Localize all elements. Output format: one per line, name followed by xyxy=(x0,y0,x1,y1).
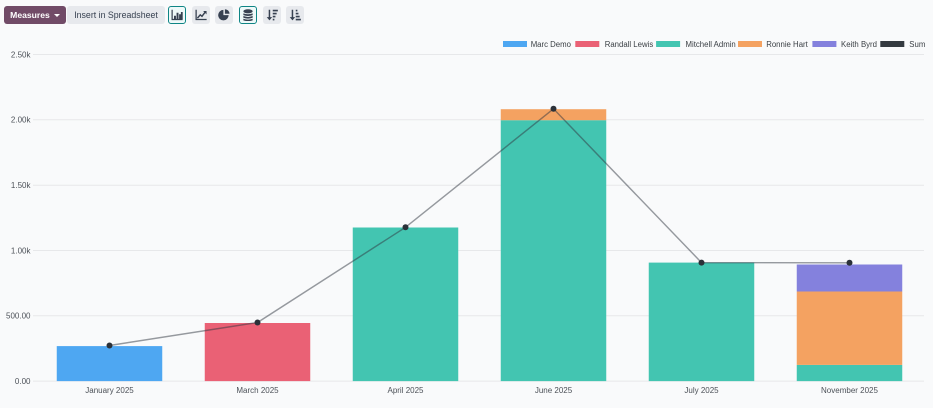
svg-text:2.50k: 2.50k xyxy=(11,50,32,59)
svg-text:Sum: Sum xyxy=(909,40,925,49)
svg-text:March 2025: March 2025 xyxy=(236,386,279,395)
svg-text:January 2025: January 2025 xyxy=(85,386,134,395)
svg-text:0.00: 0.00 xyxy=(15,377,31,386)
svg-text:Marc Demo: Marc Demo xyxy=(531,40,572,49)
svg-text:Mitchell Admin: Mitchell Admin xyxy=(686,40,736,49)
svg-text:Ronnie Hart: Ronnie Hart xyxy=(766,40,808,49)
svg-text:April 2025: April 2025 xyxy=(387,386,424,395)
svg-text:1.00k: 1.00k xyxy=(11,246,32,255)
svg-text:November 2025: November 2025 xyxy=(821,386,878,395)
svg-text:1.50k: 1.50k xyxy=(11,181,32,190)
svg-text:500.00: 500.00 xyxy=(6,312,31,321)
svg-text:2.00k: 2.00k xyxy=(11,116,32,125)
svg-text:Keith Byrd: Keith Byrd xyxy=(841,40,877,49)
svg-text:June 2025: June 2025 xyxy=(535,386,573,395)
svg-text:Randall Lewis: Randall Lewis xyxy=(605,40,654,49)
svg-text:July 2025: July 2025 xyxy=(684,386,719,395)
